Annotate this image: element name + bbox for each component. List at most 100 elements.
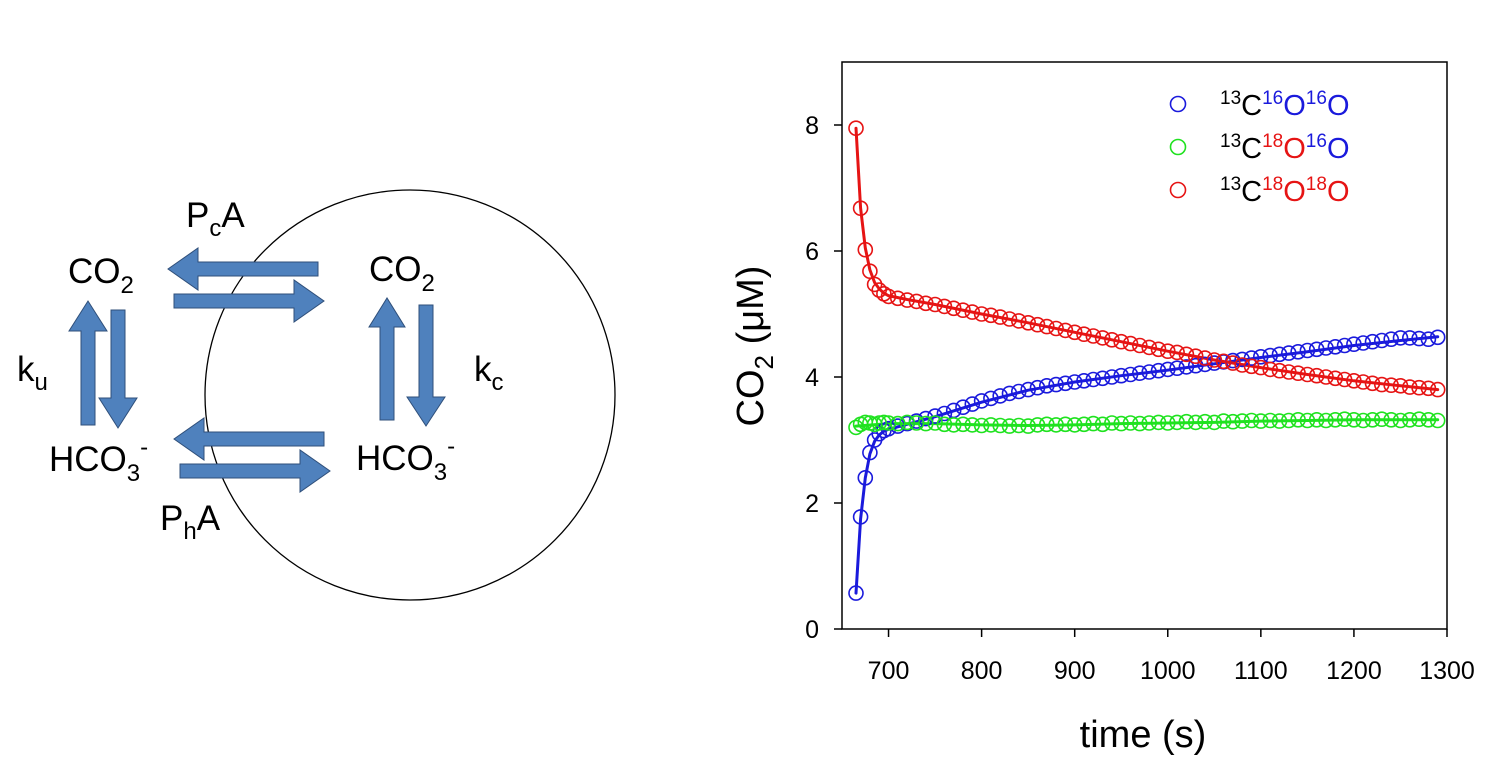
data-point-13C18O18O [1299, 366, 1316, 383]
data-point-13C18O18O [1020, 314, 1036, 331]
data-point-13C18O16O [917, 415, 934, 432]
x-tick-label: 1200 [1326, 657, 1382, 685]
data-point-13C18O18O [983, 307, 999, 324]
data-point-13C16O16O [1299, 342, 1316, 359]
data-point-13C16O16O [1132, 365, 1148, 382]
data-point-13C16O16O [1318, 340, 1334, 356]
data-point-13C18O16O [1429, 412, 1446, 429]
data-point-13C16O16O [955, 399, 971, 416]
data-point-13C16O16O [1150, 362, 1167, 379]
data-point-13C18O16O [1150, 414, 1167, 431]
data-point-13C18O18O [1001, 311, 1018, 327]
data-point-13C18O18O [857, 241, 874, 258]
x-tick-label: 800 [961, 657, 1003, 685]
data-point-13C16O16O [1057, 375, 1074, 392]
data-point-13C18O16O [1029, 417, 1046, 433]
data-point-13C18O18O [1085, 328, 1102, 344]
y-tick-label: 6 [805, 238, 819, 266]
data-point-13C18O16O [1010, 417, 1027, 434]
data-point-13C18O16O [1299, 412, 1316, 429]
data-point-13C18O16O [1197, 413, 1213, 430]
data-point-13C16O16O [1281, 345, 1297, 361]
data-point-13C18O16O [1243, 412, 1260, 429]
data-point-13C18O18O [1132, 337, 1148, 354]
cell-boundary [204, 189, 616, 601]
data-point-13C18O16O [1206, 414, 1223, 431]
fit-lines [854, 126, 1440, 595]
data-point-13C16O16O [1402, 330, 1418, 346]
arrow-co2-influx [173, 279, 325, 323]
data-point-13C16O16O [1010, 383, 1027, 400]
data-point-13C18O18O [1327, 370, 1344, 387]
data-point-13C18O16O [1271, 413, 1288, 429]
data-point-13C18O18O [1113, 333, 1129, 350]
label-hco3-outside: HCO3- [49, 434, 148, 487]
data-point-13C16O16O [1308, 341, 1325, 358]
data-point-13C18O18O [992, 309, 1009, 325]
data-point-13C18O16O [1076, 416, 1092, 433]
data-point-13C18O16O [1253, 413, 1269, 429]
data-point-13C18O18O [955, 302, 971, 319]
data-point-13C18O16O [927, 415, 943, 431]
data-point-13C18O18O [1169, 344, 1185, 361]
data-point-13C18O16O [1402, 411, 1418, 428]
legend-marker [1169, 138, 1187, 156]
data-point-13C18O18O [1346, 372, 1362, 389]
arrow-hco3-influx [179, 449, 331, 493]
data-point-13C18O16O [1364, 411, 1381, 428]
data-point-13C18O16O [1392, 412, 1409, 429]
data-point-13C16O16O [1271, 346, 1288, 363]
data-point-13C16O16O [1094, 370, 1111, 387]
data-point-13C18O18O [1355, 374, 1371, 390]
data-point-13C18O16O [945, 417, 962, 433]
x-axis: 700 800 900 1000 1100 1200 1300 [868, 629, 1475, 685]
data-point-13C18O16O [1290, 411, 1306, 428]
data-point-13C18O16O [1057, 416, 1074, 433]
data-point-13C16O16O [1327, 338, 1344, 355]
label-co2-inside: CO2 [369, 250, 435, 297]
data-point-13C18O16O [848, 419, 864, 436]
label-hco3-inside: HCO3- [356, 433, 455, 486]
data-point-13C18O18O [899, 292, 916, 308]
data-point-13C18O16O [1411, 411, 1427, 428]
data-point-13C18O16O [899, 414, 916, 431]
data-point-13C16O16O [1160, 361, 1176, 378]
data-point-13C18O18O [1234, 357, 1250, 373]
data-point-13C18O18O [927, 296, 943, 313]
data-point-13C16O16O [1187, 357, 1204, 374]
data-point-13C18O16O [1132, 415, 1148, 432]
plot-frame [841, 61, 1448, 630]
data-point-13C18O18O [1094, 330, 1111, 346]
data-point-13C16O16O [1141, 364, 1157, 380]
data-point-13C16O16O [1253, 348, 1269, 365]
data-point-13C18O16O [1318, 412, 1334, 429]
x-tick-label: 1300 [1419, 657, 1475, 685]
data-point-13C16O16O [1290, 343, 1306, 360]
arrow-uncatalyzed-up [68, 300, 108, 426]
data-point-13C18O16O [880, 415, 897, 431]
data-point-13C16O16O [1066, 374, 1083, 390]
data-point-13C18O16O [1346, 411, 1362, 428]
data-point-13C18O18O [1411, 379, 1427, 396]
data-point-13C16O16O [983, 390, 999, 407]
data-point-13C18O18O [1187, 348, 1204, 365]
data-point-13C18O16O [1262, 412, 1278, 429]
data-point-13C16O16O [1346, 336, 1362, 353]
data-point-13C18O16O [1355, 412, 1371, 429]
data-point-13C18O18O [1160, 343, 1176, 360]
data-point-13C16O16O [1336, 337, 1353, 354]
data-point-13C18O16O [1225, 413, 1241, 430]
label-pca: PcA [186, 196, 245, 242]
data-point-13C18O16O [992, 417, 1009, 434]
arrow-hco3-efflux [173, 417, 325, 461]
data-point-13C18O18O [1262, 361, 1278, 378]
data-point-13C16O16O [973, 393, 990, 409]
data-point-13C18O16O [936, 416, 953, 433]
data-point-13C18O18O [1290, 365, 1306, 382]
data-point-13C18O18O [1429, 381, 1446, 398]
data-point-13C16O16O [1113, 367, 1129, 384]
data-point-13C18O16O [1187, 414, 1204, 431]
data-point-13C18O16O [1169, 414, 1185, 431]
data-point-13C18O18O [1206, 352, 1223, 368]
data-point-13C18O18O [1150, 341, 1167, 358]
